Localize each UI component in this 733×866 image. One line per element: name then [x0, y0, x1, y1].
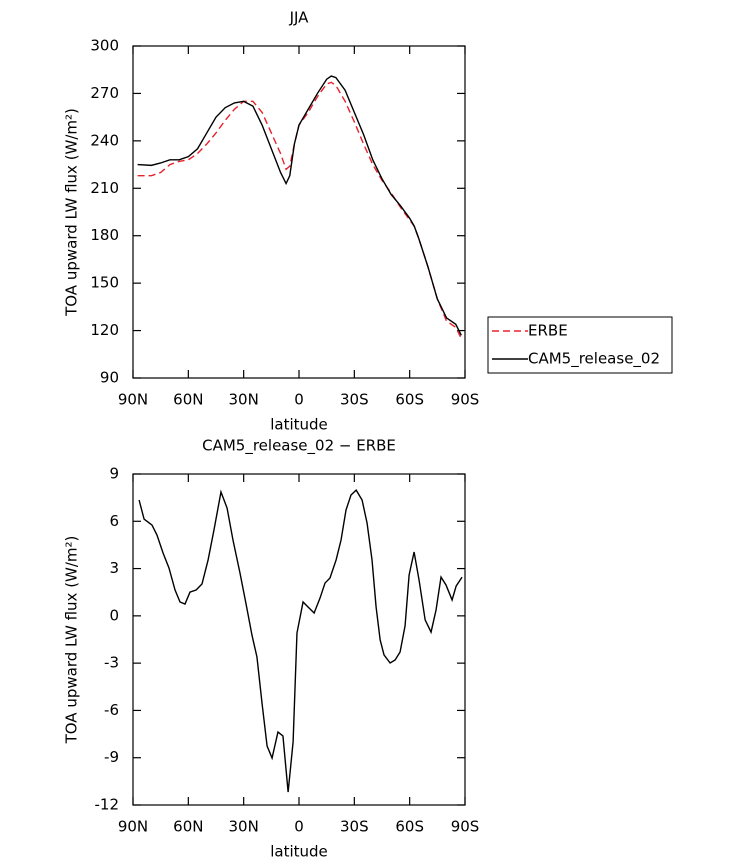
chart-title: JJA	[289, 9, 310, 27]
legend-label: CAM5_release_02	[528, 350, 660, 369]
x-tick-label: 90S	[451, 818, 480, 836]
x-tick-label: 60S	[395, 391, 424, 409]
x-tick-label: 0	[294, 818, 304, 836]
y-tick-label: 180	[90, 226, 119, 244]
plot-frame	[132, 473, 466, 806]
y-tick-label: 300	[90, 37, 119, 55]
y-tick-label: -3	[104, 654, 119, 672]
legend-label: ERBE	[528, 322, 568, 340]
y-tick-label: 3	[109, 559, 119, 577]
data-line	[137, 81, 462, 339]
x-tick-label: 60N	[173, 818, 203, 836]
x-tick-label: 30N	[229, 818, 259, 836]
x-tick-label: 60S	[395, 818, 424, 836]
y-tick-label: 240	[90, 131, 119, 149]
y-tick-label: -9	[104, 748, 119, 766]
x-axis-label: latitude	[270, 843, 328, 861]
plot-frame	[132, 45, 466, 379]
y-tick-label: 0	[109, 606, 119, 624]
y-axis-label: TOA upward LW flux (W/m²)	[63, 536, 81, 745]
panel: JJA 90N 60N 30N 0 30S 60S 90S 90 120 150 180 210 240 2…	[63, 9, 673, 434]
y-tick-label: -12	[95, 796, 120, 814]
chart-title: CAM5_release_02 − ERBE	[202, 437, 396, 456]
x-tick-label: 60N	[173, 391, 203, 409]
data-line	[137, 75, 462, 336]
x-tick-label: 90S	[451, 391, 480, 409]
y-tick-label: 90	[100, 369, 119, 387]
x-tick-label: 30S	[340, 391, 369, 409]
x-tick-label: 30S	[340, 818, 369, 836]
x-tick-label: 30N	[229, 391, 259, 409]
x-tick-label: 90N	[118, 391, 148, 409]
x-tick-label: 0	[294, 391, 304, 409]
data-line	[138, 488, 463, 793]
y-tick-label: 270	[90, 84, 119, 102]
y-tick-label: -6	[104, 701, 119, 719]
y-tick-label: 6	[109, 512, 119, 530]
legend-box	[487, 316, 673, 374]
y-tick-label: 150	[90, 274, 119, 292]
y-tick-label: 120	[90, 321, 119, 339]
x-axis-label: latitude	[270, 416, 328, 434]
y-tick-label: 210	[90, 179, 119, 197]
y-tick-label: 9	[109, 465, 119, 483]
x-tick-label: 90N	[118, 818, 148, 836]
y-axis-label: TOA upward LW flux (W/m²)	[63, 108, 81, 317]
